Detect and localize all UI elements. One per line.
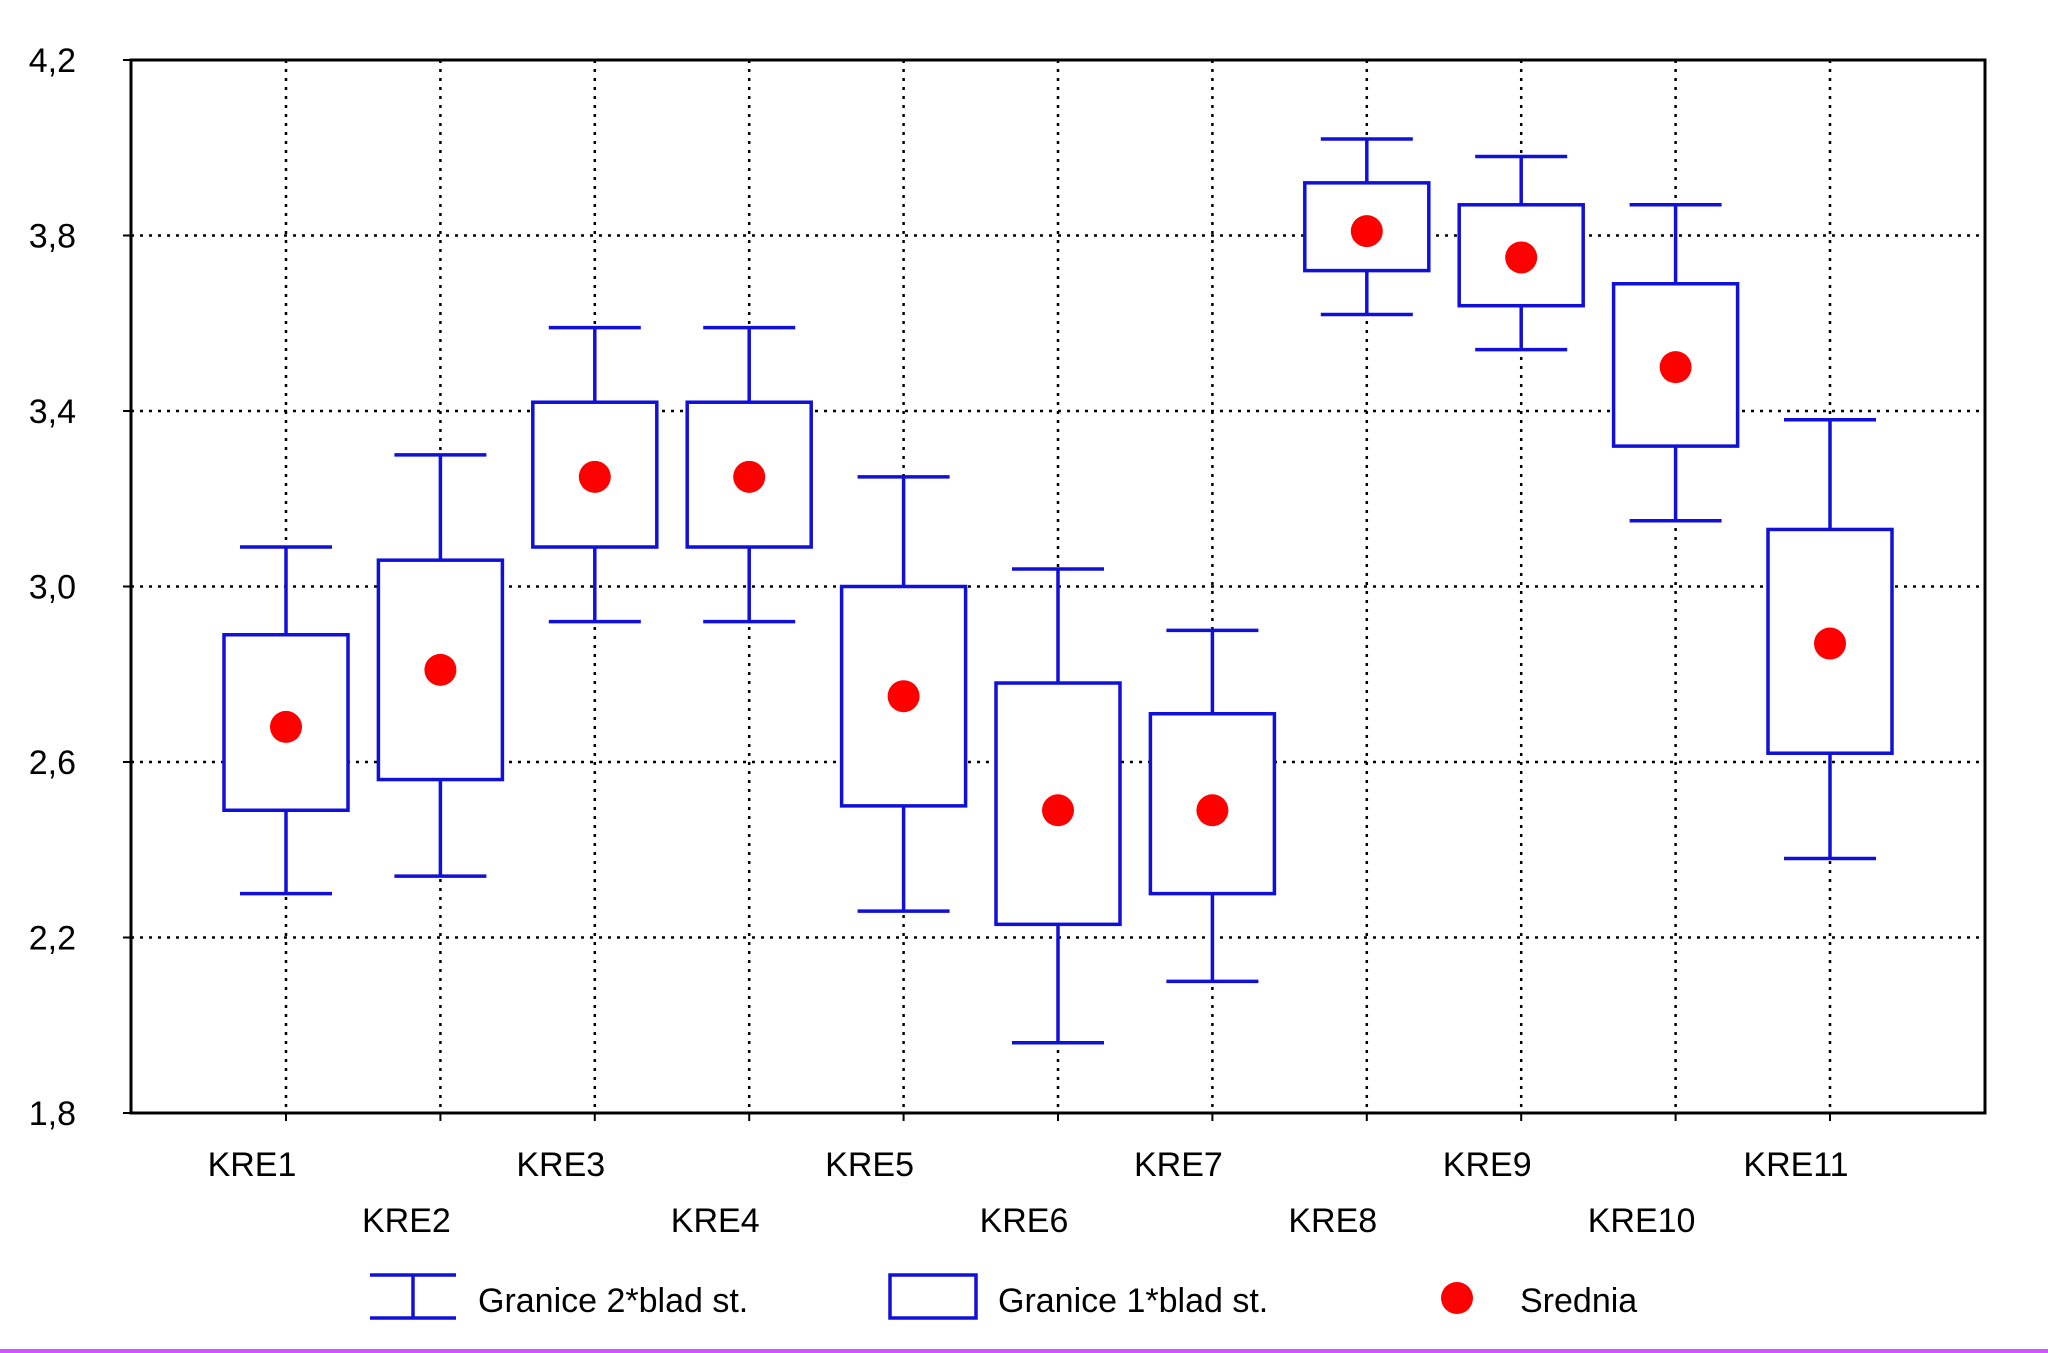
legend-box-rect	[888, 1273, 978, 1320]
box-group-kre5	[839, 475, 968, 913]
legend-item-whisker: Granice 2*blad st.	[370, 1273, 748, 1320]
x-tick-label: KRE5	[825, 1146, 914, 1184]
x-tick-label: KRE7	[1134, 1146, 1223, 1184]
x-tick-label: KRE3	[516, 1146, 605, 1184]
y-tick-label: 3,4	[29, 393, 76, 431]
dot-symbol-icon	[1441, 1282, 1473, 1314]
x-tick-label: KRE8	[1288, 1202, 1377, 1240]
y-tick-label: 3,0	[29, 569, 76, 607]
x-tick-label: KRE9	[1443, 1146, 1532, 1184]
x-tick-label: KRE4	[671, 1202, 760, 1240]
legend-dot	[1441, 1282, 1473, 1314]
box-group-kre3	[531, 325, 659, 624]
x-tick-label: KRE1	[208, 1146, 297, 1184]
mean-dot	[270, 710, 302, 743]
mean-dot	[1350, 215, 1383, 248]
whisker-symbol-icon	[370, 1273, 456, 1320]
legend-label-whisker: Granice 2*blad st.	[478, 1282, 748, 1320]
mean-dot	[1196, 794, 1229, 827]
x-axis-ticks: KRE1 KRE2 KRE3 KRE4 KRE5 KRE6 KRE7 KRE8 KRE9 KRE1…	[208, 1113, 1849, 1240]
x-tick-label: KRE2	[362, 1202, 451, 1240]
mean-dot	[578, 460, 611, 493]
y-tick-label: 3,8	[29, 218, 76, 256]
box-group-kre8	[1303, 137, 1431, 317]
box-group-kre9	[1457, 154, 1585, 352]
legend-label-box: Granice 1*blad st.	[998, 1282, 1268, 1320]
box-group-kre4	[685, 325, 813, 624]
y-tick-label: 2,2	[29, 920, 76, 958]
x-tick-label: KRE10	[1588, 1202, 1696, 1240]
bottom-edge-rule	[0, 1349, 2048, 1353]
x-tick-label: KRE11	[1743, 1146, 1848, 1184]
y-tick-label: 2,6	[29, 744, 76, 782]
box-group-kre2	[376, 453, 505, 878]
box-group-kre7	[1148, 628, 1277, 984]
mean-dot	[1505, 241, 1538, 274]
legend-label-mean: Srednia	[1520, 1282, 1637, 1320]
box-group-kre11	[1766, 418, 1894, 861]
mean-dot	[733, 460, 766, 493]
x-tick-label: KRE6	[980, 1202, 1069, 1240]
mean-dot	[1042, 794, 1074, 827]
y-tick-label: 4,2	[29, 42, 76, 80]
mean-dot	[1814, 627, 1846, 660]
legend: Granice 2*blad st. Granice 1*blad st. Sr…	[370, 1273, 1637, 1320]
mean-dot	[424, 653, 457, 686]
y-axis-ticks: 4,2 3,8 3,4 3,0 2,6 2,2 1,8	[29, 42, 131, 1133]
box-group-kre1	[222, 545, 350, 896]
box-group-kre6	[994, 567, 1122, 1045]
box-group-kre10	[1611, 203, 1740, 523]
y-tick-label: 1,8	[29, 1095, 76, 1133]
legend-item-box: Granice 1*blad st.	[888, 1273, 1268, 1320]
mean-dot	[1659, 351, 1692, 384]
legend-item-mean: Srednia	[1441, 1282, 1637, 1320]
mean-dot	[887, 680, 920, 713]
series-boxes	[222, 137, 1894, 1045]
box-symbol-icon	[888, 1273, 978, 1320]
